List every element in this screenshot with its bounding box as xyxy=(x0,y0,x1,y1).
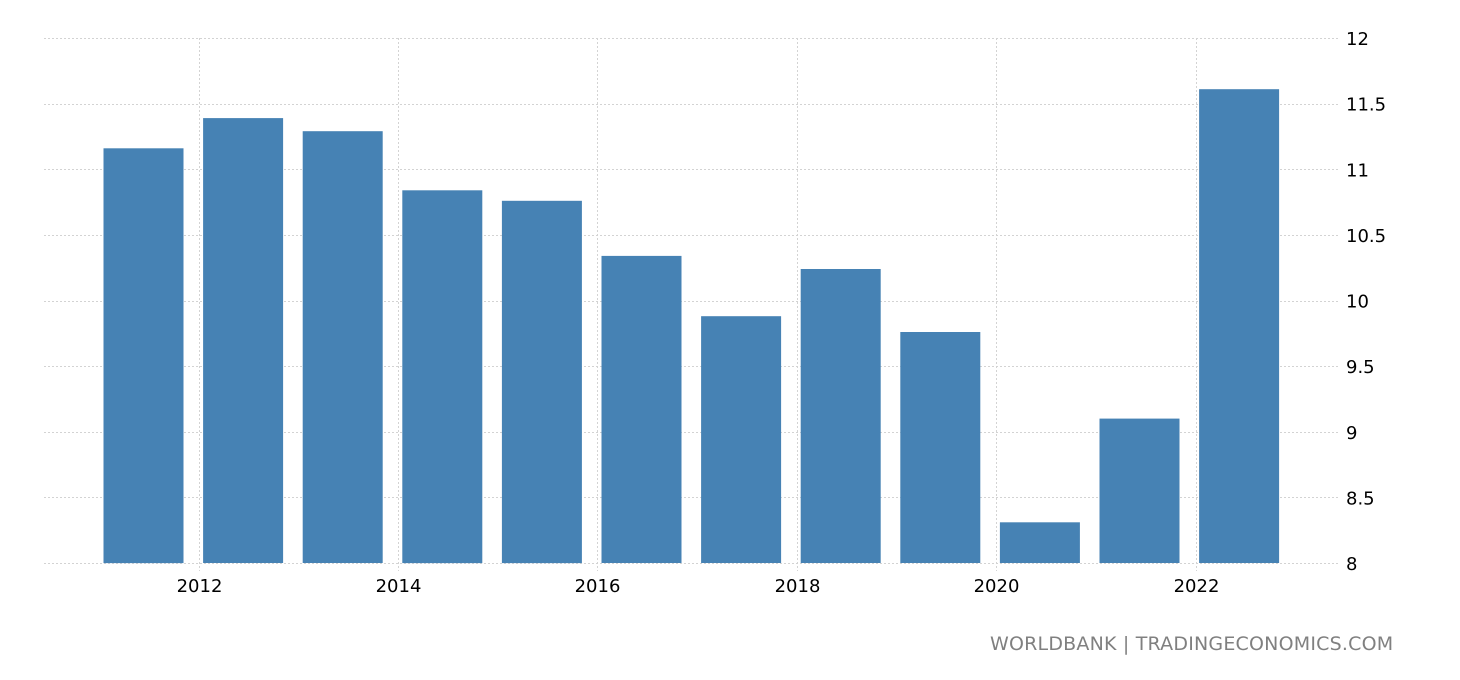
y-tick-label: 9.5 xyxy=(1346,357,1375,378)
x-tick-label: 2018 xyxy=(775,576,821,597)
x-tick-label: 2014 xyxy=(376,576,422,597)
y-tick-label: 8 xyxy=(1346,554,1357,575)
x-axis-labels: 2012 2014 2016 2018 2020 2022 xyxy=(177,576,1220,597)
bar-2015[interactable] xyxy=(501,200,582,564)
y-tick-label: 10.5 xyxy=(1346,226,1386,247)
x-tick-label: 2012 xyxy=(177,576,223,597)
y-axis-labels: 8 8.5 9 9.5 10 10.5 11 11.5 12 xyxy=(1346,29,1386,575)
bar-2018[interactable] xyxy=(800,269,881,563)
y-tick-label: 12 xyxy=(1346,29,1369,50)
source-label: WORLDBANK | TRADINGECONOMICS.COM xyxy=(990,633,1394,655)
bar-2014[interactable] xyxy=(402,190,483,564)
bar-2019[interactable] xyxy=(900,332,981,563)
bar-2020[interactable] xyxy=(999,522,1080,563)
grid-lines xyxy=(44,38,1338,571)
y-tick-label: 11.5 xyxy=(1346,95,1386,116)
x-tick-label: 2016 xyxy=(575,576,621,597)
y-tick-label: 8.5 xyxy=(1346,488,1375,509)
x-tick-label: 2020 xyxy=(974,576,1020,597)
bar-2017[interactable] xyxy=(701,316,782,563)
y-tick-label: 9 xyxy=(1346,423,1357,444)
bar-2021[interactable] xyxy=(1099,418,1180,563)
bar-2016[interactable] xyxy=(601,255,682,563)
x-tick-label: 2022 xyxy=(1174,576,1220,597)
bar-2012[interactable] xyxy=(203,118,284,563)
bar-2013[interactable] xyxy=(302,131,383,563)
bar-2022[interactable] xyxy=(1199,89,1280,563)
bar-2011[interactable] xyxy=(103,148,184,564)
y-tick-label: 11 xyxy=(1346,160,1369,181)
y-tick-label: 10 xyxy=(1346,292,1369,313)
bars xyxy=(103,89,1280,564)
